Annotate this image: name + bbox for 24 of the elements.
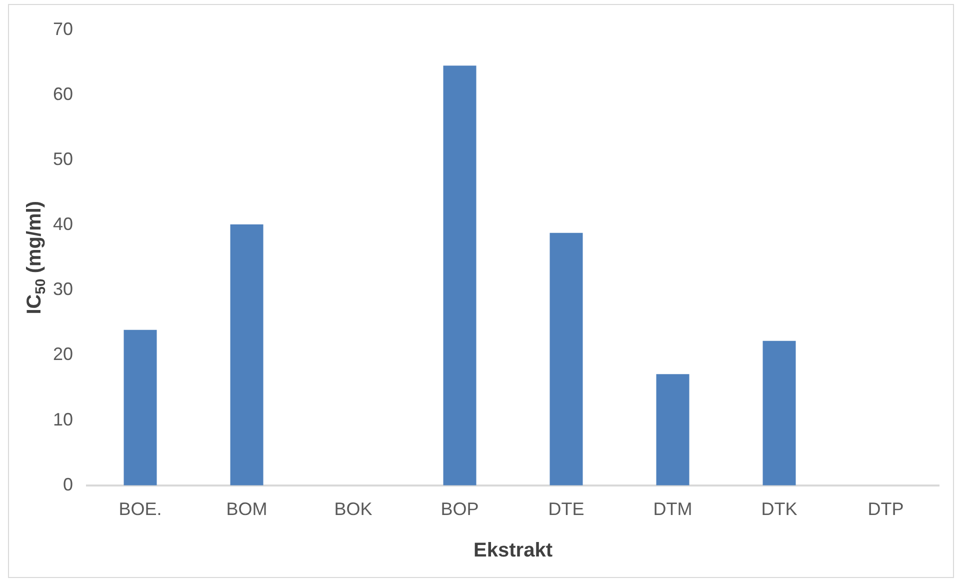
y-tick-label: 10	[52, 409, 74, 430]
x-tick-label: BOM	[226, 499, 268, 520]
y-tick-label: 60	[52, 84, 74, 104]
y-axis-title: IC50 (mg/ml)	[24, 200, 48, 314]
x-tick-label: BOP	[440, 499, 479, 520]
x-tick-label: BOK	[334, 499, 372, 520]
y-tick-label: 0	[63, 474, 74, 494]
bar	[550, 232, 583, 486]
y-tick-label: 30	[52, 279, 74, 300]
bar	[230, 224, 264, 486]
x-tick-label: BOE.	[118, 499, 162, 520]
bar	[656, 374, 690, 486]
y-tick-label: 20	[52, 344, 74, 364]
x-tick-label: DTP	[868, 499, 904, 520]
bar	[443, 66, 476, 486]
y-tick-label: 50	[52, 148, 74, 169]
y-tick-label: 40	[52, 214, 74, 234]
bar	[124, 330, 157, 486]
bar	[762, 340, 796, 486]
y-tick-label: 70	[52, 18, 74, 39]
x-tick-label: DTM	[653, 499, 692, 520]
x-axis-title: Ekstrakt	[474, 540, 553, 562]
x-tick-label: DTE	[548, 499, 584, 520]
x-tick-label: DTK	[761, 499, 798, 520]
